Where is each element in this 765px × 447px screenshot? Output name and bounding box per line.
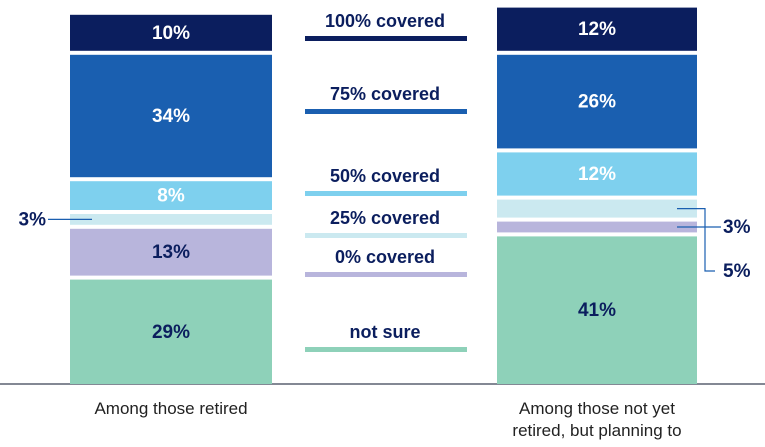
legend-label: 25% covered bbox=[330, 208, 440, 228]
legend-swatch bbox=[305, 191, 467, 196]
legend-label: 100% covered bbox=[325, 11, 445, 31]
legend-swatch bbox=[305, 233, 467, 238]
bar-segment bbox=[497, 221, 697, 233]
legend-swatch bbox=[305, 347, 467, 352]
category-label: Among those not yet retired, but plannin… bbox=[512, 399, 682, 440]
bar-segment bbox=[70, 14, 272, 51]
data-label: 8% bbox=[157, 186, 185, 207]
legend-swatch bbox=[305, 272, 467, 277]
data-label: 12% bbox=[578, 164, 616, 185]
data-label: 3% bbox=[19, 209, 47, 230]
data-label: 5% bbox=[723, 261, 751, 282]
bar-segment bbox=[497, 152, 697, 196]
legend-label: 0% covered bbox=[335, 247, 435, 267]
data-label: 29% bbox=[152, 322, 190, 343]
bar-segment bbox=[70, 54, 272, 178]
bar-segment bbox=[497, 7, 697, 51]
data-label: 41% bbox=[578, 300, 616, 321]
legend-label: 75% covered bbox=[330, 84, 440, 104]
legend-label: 50% covered bbox=[330, 166, 440, 186]
legend-swatch bbox=[305, 109, 467, 114]
bar-segment bbox=[497, 236, 697, 384]
data-label: 34% bbox=[152, 106, 190, 127]
legend-swatch bbox=[305, 36, 467, 41]
data-label: 12% bbox=[578, 19, 616, 40]
bar-segment bbox=[70, 181, 272, 210]
bar-segment bbox=[70, 279, 272, 384]
leader-line bbox=[677, 208, 715, 272]
data-label: 13% bbox=[152, 242, 190, 263]
bar-segment bbox=[70, 214, 272, 225]
category-label: Among those retired bbox=[94, 399, 248, 418]
bar-segment bbox=[497, 54, 697, 149]
data-label: 10% bbox=[152, 23, 190, 44]
data-label: 26% bbox=[578, 92, 616, 113]
data-label: 3% bbox=[723, 217, 751, 238]
bar-segment bbox=[497, 199, 697, 218]
bar-segment bbox=[70, 228, 272, 276]
legend-label: not sure bbox=[349, 322, 420, 342]
